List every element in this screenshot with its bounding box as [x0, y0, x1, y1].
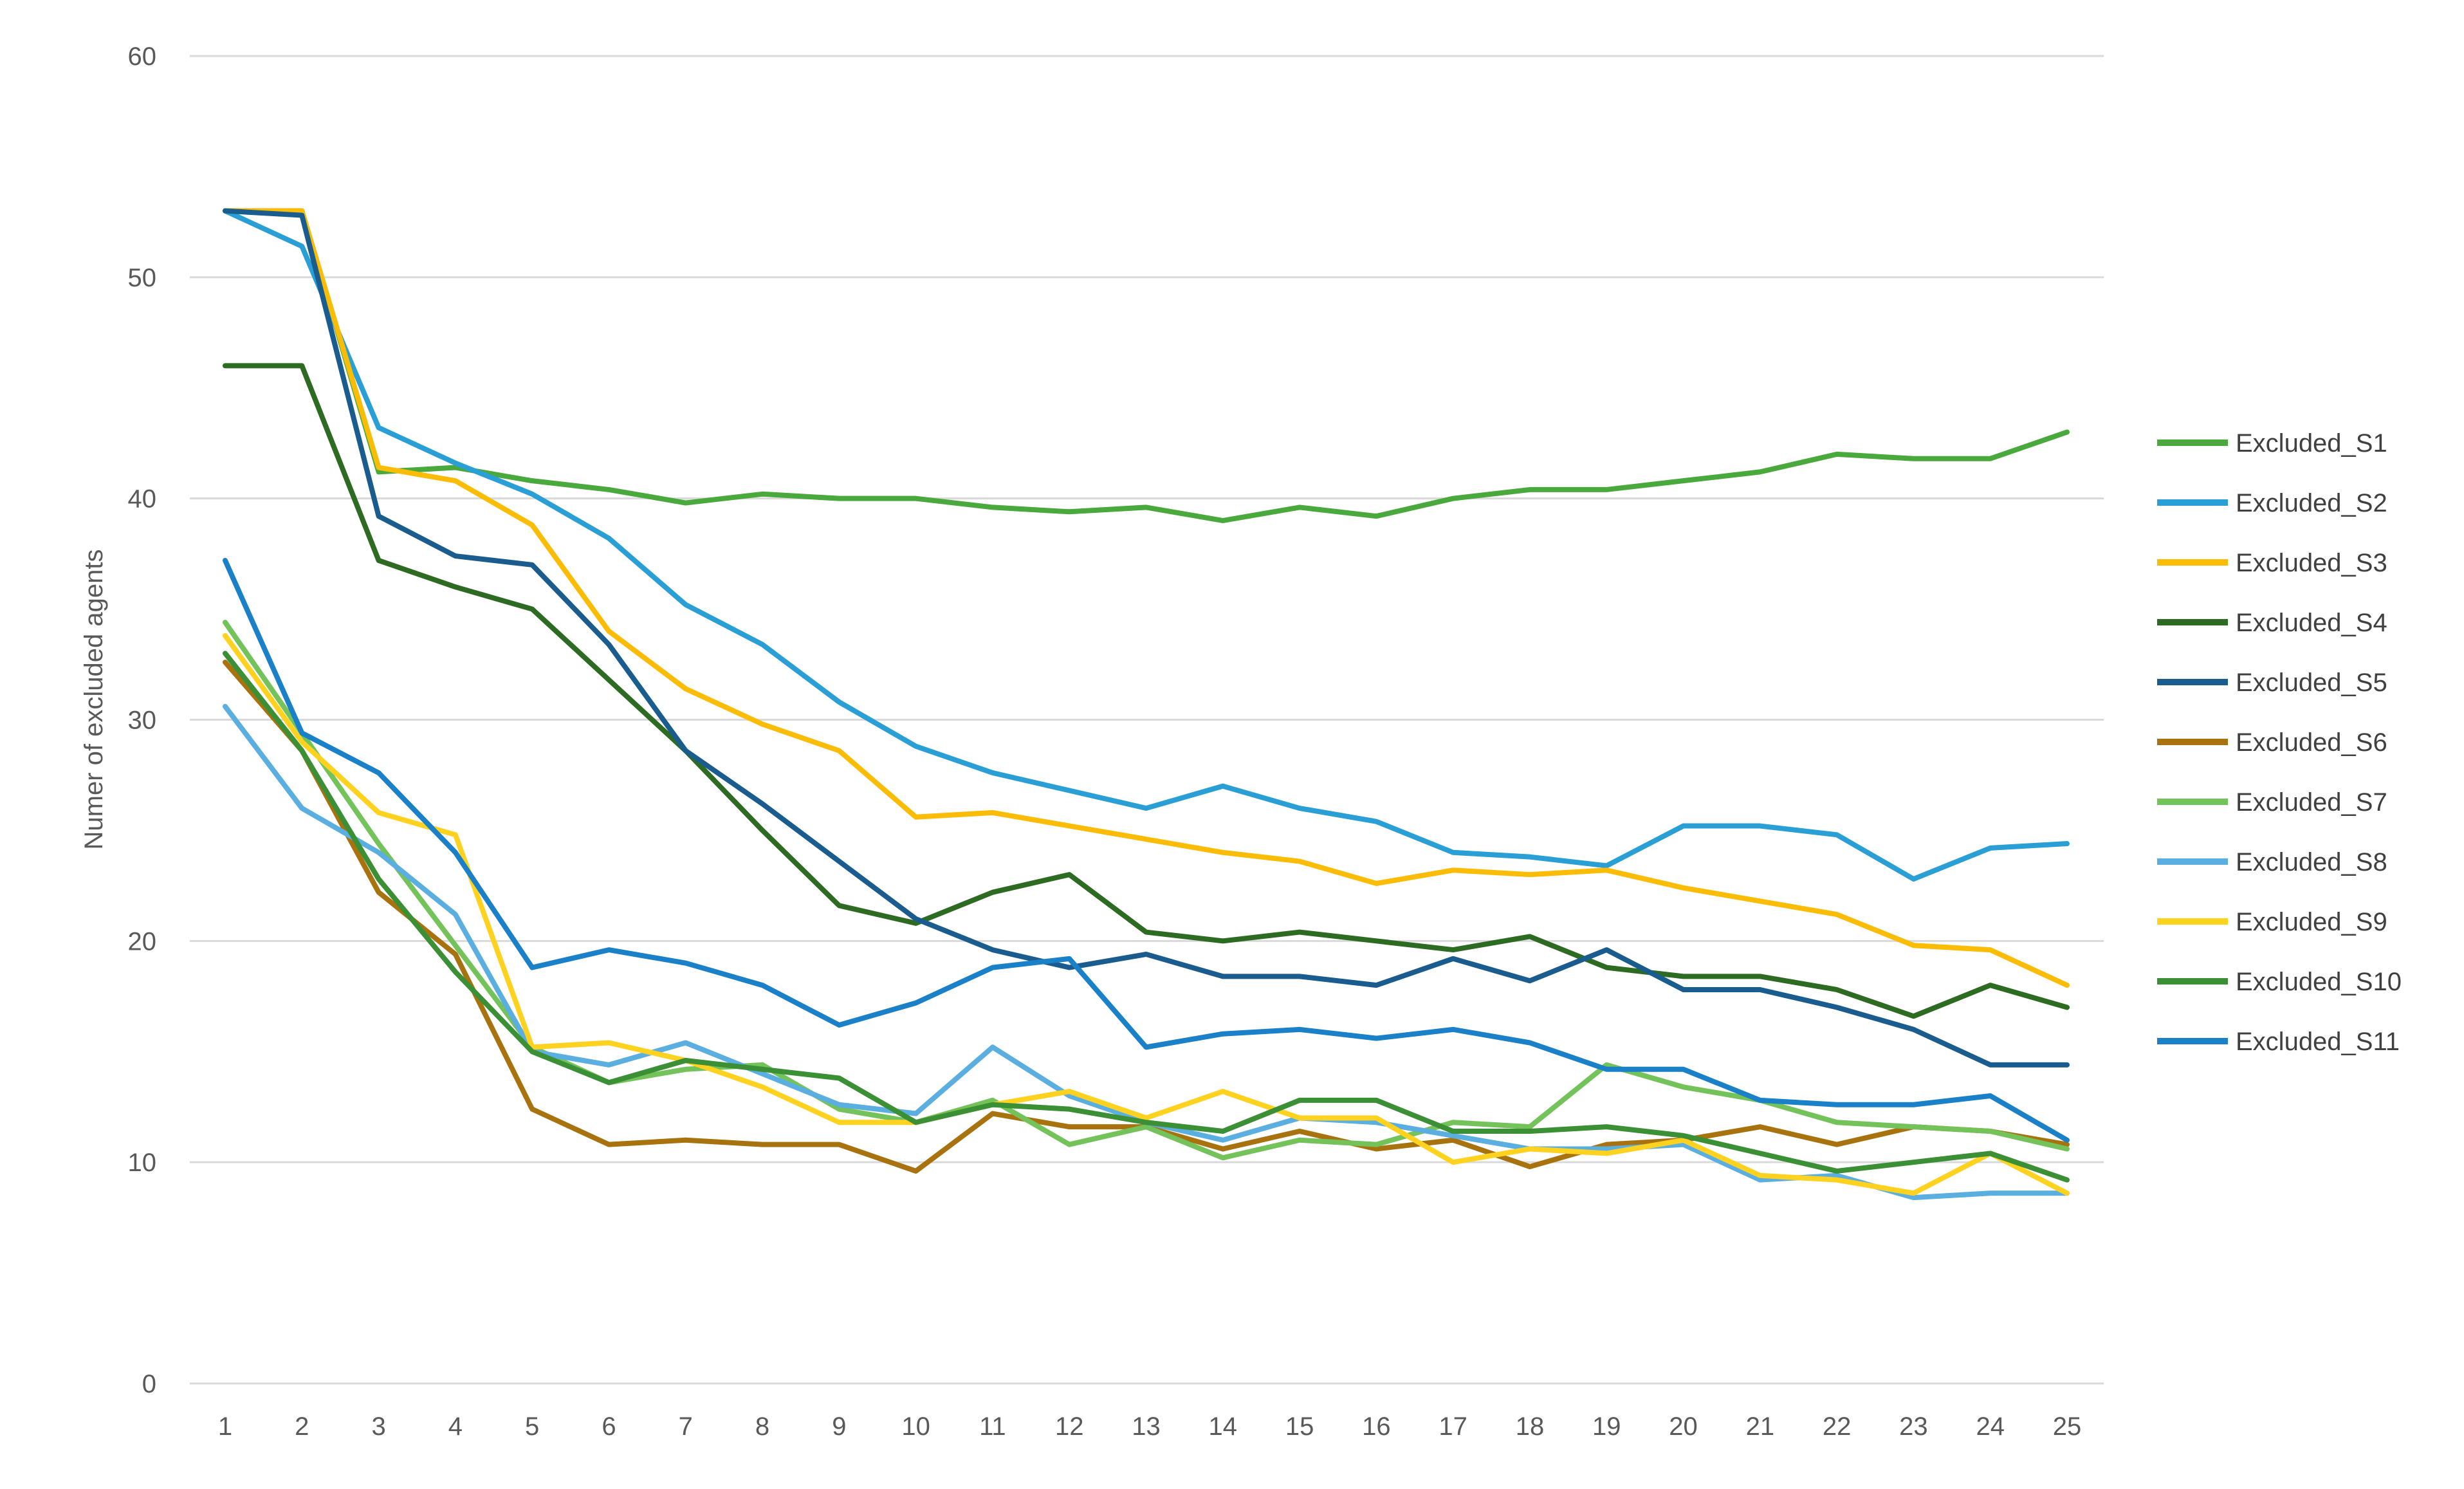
x-tick-label: 9 [832, 1412, 846, 1441]
y-tick-label: 30 [128, 707, 157, 735]
x-tick-label: 17 [1439, 1412, 1467, 1441]
series-line-excluded-s1 [223, 208, 2070, 524]
y-tick-label: 40 [128, 485, 157, 513]
legend-label: Excluded_S11 [2236, 1028, 2400, 1056]
series-line-excluded-s9 [223, 633, 2070, 1196]
x-tick-label: 24 [1976, 1412, 2005, 1441]
legend-item: Excluded_S11 [2157, 1028, 2400, 1056]
x-tick-label: 2 [295, 1412, 309, 1441]
y-tick-label: 50 [128, 264, 157, 292]
series-line-excluded-s2 [223, 208, 2070, 882]
x-tick-label: 14 [1209, 1412, 1238, 1441]
x-tick-label: 13 [1132, 1412, 1161, 1441]
y-axis-ticks: 0 10 20 30 40 50 60 [128, 42, 157, 1398]
series-lines [223, 208, 2070, 1201]
y-tick-label: 10 [128, 1149, 157, 1177]
x-tick-label: 22 [1823, 1412, 1852, 1441]
x-tick-label: 8 [755, 1412, 769, 1441]
x-tick-label: 3 [371, 1412, 385, 1441]
x-tick-label: 21 [1746, 1412, 1775, 1441]
legend-item: Excluded_S7 [2157, 788, 2387, 817]
series-line-excluded-s4 [223, 363, 2070, 1019]
y-axis-title: Numer of excluded agents [80, 550, 108, 850]
legend-item: Excluded_S1 [2157, 429, 2387, 458]
series-line-excluded-s5 [223, 208, 2070, 1068]
legend-item: Excluded_S6 [2157, 728, 2387, 757]
series-line-excluded-s3 [223, 208, 2070, 988]
legend-label: Excluded_S4 [2236, 609, 2387, 637]
legend-label: Excluded_S5 [2236, 669, 2387, 697]
legend-label: Excluded_S3 [2236, 549, 2387, 577]
legend-label: Excluded_S10 [2236, 968, 2402, 996]
x-tick-label: 18 [1516, 1412, 1545, 1441]
x-tick-label: 16 [1362, 1412, 1391, 1441]
x-tick-label: 25 [2053, 1412, 2082, 1441]
x-tick-label: 1 [218, 1412, 232, 1441]
x-tick-label: 4 [448, 1412, 463, 1441]
legend-item: Excluded_S2 [2157, 489, 2387, 517]
x-tick-label: 6 [602, 1412, 616, 1441]
x-tick-label: 19 [1592, 1412, 1621, 1441]
series-line-excluded-s11 [223, 557, 2070, 1143]
y-tick-label: 60 [128, 42, 157, 71]
legend-item: Excluded_S8 [2157, 848, 2387, 876]
legend-label: Excluded_S7 [2236, 788, 2387, 817]
legend-item: Excluded_S4 [2157, 609, 2387, 637]
x-tick-label: 10 [901, 1412, 930, 1441]
gridlines [190, 55, 2104, 1385]
x-tick-label: 5 [525, 1412, 539, 1441]
legend-item: Excluded_S10 [2157, 968, 2402, 996]
x-axis-ticks: 1 2 3 4 5 6 7 8 9 10 11 12 13 14 15 16 17 18 19 20 21 22 23 24 2… [218, 1412, 2081, 1441]
x-tick-label: 15 [1285, 1412, 1314, 1441]
legend-label: Excluded_S8 [2236, 848, 2387, 876]
series-line-excluded-s10 [223, 651, 2070, 1183]
legend-label: Excluded_S1 [2236, 429, 2387, 458]
legend-label: Excluded_S6 [2236, 728, 2387, 757]
x-tick-label: 11 [979, 1412, 1006, 1441]
legend-item: Excluded_S3 [2157, 549, 2387, 577]
legend-item: Excluded_S9 [2157, 908, 2387, 936]
series-line-excluded-s6 [223, 660, 2070, 1174]
y-tick-label: 0 [142, 1370, 156, 1398]
y-tick-label: 20 [128, 927, 157, 956]
legend-item: Excluded_S5 [2157, 669, 2387, 697]
x-tick-label: 12 [1055, 1412, 1084, 1441]
legend: Excluded_S1 Excluded_S2 Excluded_S3 Exclude… [2157, 429, 2402, 1056]
legend-label: Excluded_S2 [2236, 489, 2387, 517]
x-tick-label: 23 [1899, 1412, 1928, 1441]
x-tick-label: 20 [1669, 1412, 1698, 1441]
legend-label: Excluded_S9 [2236, 908, 2387, 936]
x-tick-label: 7 [679, 1412, 693, 1441]
series-line-excluded-s7 [223, 620, 2070, 1161]
